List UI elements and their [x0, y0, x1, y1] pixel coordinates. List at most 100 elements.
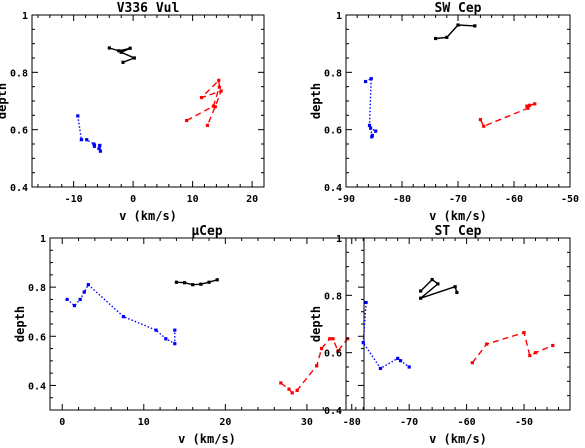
data-point	[182, 281, 187, 285]
y-tick-label: 0.8	[324, 68, 342, 79]
series-line-1	[362, 302, 410, 370]
data-point	[374, 129, 378, 133]
data-point	[117, 49, 121, 53]
x-tick-label: -50	[561, 194, 579, 205]
x-tick-label: -10	[65, 194, 83, 205]
data-point	[378, 366, 383, 371]
data-point	[445, 35, 449, 39]
data-point	[528, 103, 532, 107]
x-tick-label: -70	[400, 417, 418, 428]
data-point	[551, 343, 555, 348]
chart-title: V336 Vul	[117, 1, 180, 16]
data-point	[211, 104, 216, 108]
data-point	[173, 342, 177, 346]
y-tick-label: 0.4	[28, 381, 46, 392]
data-point	[455, 290, 459, 295]
data-point	[419, 296, 423, 300]
data-point	[361, 341, 365, 345]
y-tick-label: 0.6	[324, 126, 342, 137]
data-point	[207, 280, 211, 284]
data-point	[154, 328, 158, 332]
data-point	[522, 331, 526, 335]
data-point	[121, 315, 126, 319]
data-point	[369, 77, 373, 81]
x-tick-label: 30	[301, 417, 313, 428]
data-point	[370, 135, 374, 139]
data-point	[213, 105, 217, 109]
data-point	[526, 106, 530, 110]
x-tick-label: -80	[343, 417, 361, 428]
data-point	[98, 149, 103, 153]
x-tick-label: -60	[458, 417, 476, 428]
data-point	[76, 114, 80, 118]
data-point	[525, 104, 529, 108]
data-point	[205, 123, 210, 127]
data-point	[128, 46, 132, 50]
y-tick-label: 0.4	[324, 183, 342, 194]
series-line-0	[176, 279, 218, 286]
x-axis-label: v (km/s)	[429, 432, 487, 446]
x-tick-label: -80	[393, 194, 411, 205]
x-tick-label: 0	[59, 417, 65, 428]
data-point	[215, 278, 219, 282]
data-point	[82, 290, 86, 294]
data-point	[119, 50, 123, 54]
y-tick-label: 0.8	[28, 283, 46, 294]
plot-frame	[345, 237, 571, 411]
data-point	[79, 138, 83, 142]
data-point	[92, 144, 97, 148]
data-point	[419, 289, 423, 293]
chart-title: SW Cep	[435, 1, 482, 16]
data-point	[436, 282, 440, 286]
x-axis-label: v (km/s)	[429, 209, 487, 223]
x-tick-label: 10	[138, 417, 150, 428]
y-tick-label: 0.8	[324, 291, 342, 302]
x-tick-label: -60	[505, 194, 523, 205]
y-tick-label: 0.6	[10, 126, 28, 137]
data-point	[336, 349, 340, 353]
x-tick-label: 10	[187, 194, 199, 205]
data-point	[473, 24, 477, 28]
series-line-2	[280, 338, 349, 394]
data-point	[185, 118, 189, 123]
y-tick-label: 0.4	[10, 183, 28, 194]
x-tick-label: 20	[246, 194, 258, 205]
data-point	[319, 346, 324, 351]
data-point	[279, 381, 283, 385]
data-point	[132, 56, 136, 60]
y-tick-label: 1	[336, 11, 342, 22]
series-line-0	[109, 47, 137, 63]
plot-frame	[345, 14, 571, 188]
data-point	[533, 351, 538, 355]
data-point	[121, 60, 125, 64]
plot-frame	[31, 14, 265, 188]
y-tick-label: 0.4	[324, 406, 342, 417]
y-tick-label: 1	[22, 11, 28, 22]
data-point	[398, 359, 403, 363]
data-point	[217, 85, 221, 89]
x-tick-label: 20	[219, 417, 231, 428]
data-point	[290, 391, 294, 395]
y-axis-label: depth	[0, 83, 9, 119]
data-point	[199, 95, 204, 100]
series-line-1	[77, 115, 102, 152]
data-point	[78, 297, 82, 302]
data-point	[528, 353, 532, 358]
data-point	[191, 283, 195, 287]
data-point	[364, 300, 368, 305]
data-point	[164, 337, 168, 341]
data-point	[86, 283, 90, 287]
data-point	[364, 79, 368, 84]
y-tick-label: 0.8	[10, 68, 28, 79]
series-line-0	[435, 24, 475, 40]
data-point	[295, 388, 299, 392]
data-point	[97, 146, 101, 150]
series-line-2	[471, 331, 554, 364]
data-point	[107, 46, 111, 50]
data-point	[65, 297, 69, 302]
data-point	[331, 337, 335, 341]
data-point	[369, 126, 373, 130]
y-axis-label: depth	[309, 83, 323, 119]
x-tick-label: -90	[337, 194, 355, 205]
